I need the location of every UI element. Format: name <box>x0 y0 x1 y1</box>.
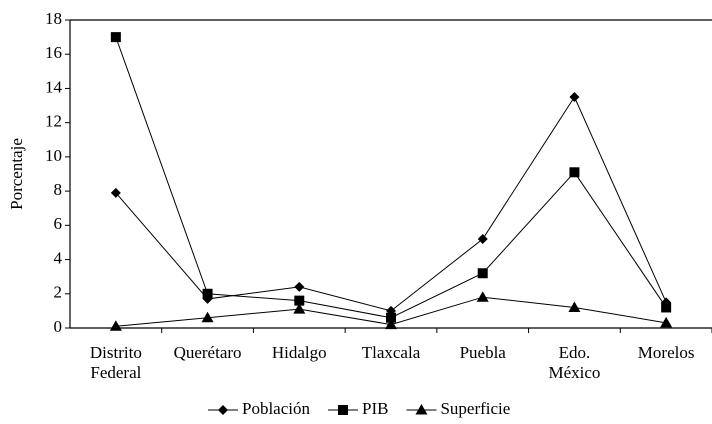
marker <box>294 295 305 306</box>
marker <box>477 268 488 279</box>
x-tick-label: Tlaxcala <box>362 343 421 362</box>
legend-label: PIB <box>362 399 388 418</box>
marker <box>109 320 122 331</box>
y-tick-label: 4 <box>54 248 63 267</box>
marker <box>294 281 305 292</box>
marker <box>201 311 214 323</box>
marker <box>477 234 488 245</box>
marker <box>293 303 306 314</box>
y-tick-label: 10 <box>45 146 62 165</box>
y-axis-label: Porcentaje <box>7 138 26 210</box>
y-tick-label: 18 <box>45 9 62 28</box>
legend-marker <box>218 405 228 415</box>
x-tick-label: Querétaro <box>174 343 242 362</box>
x-tick-label: Hidalgo <box>272 343 327 362</box>
marker <box>110 187 121 198</box>
marker <box>660 316 673 328</box>
y-tick-label: 16 <box>45 43 62 62</box>
series-line <box>115 95 667 312</box>
marker <box>110 32 121 43</box>
y-tick-label: 6 <box>54 214 63 233</box>
series-line <box>115 36 667 319</box>
y-tick-label: 8 <box>54 180 63 199</box>
y-tick-label: 2 <box>54 283 63 302</box>
marker <box>476 291 489 302</box>
marker <box>386 312 396 323</box>
y-tick-label: 0 <box>54 317 63 336</box>
marker <box>202 288 213 299</box>
marker <box>568 301 581 312</box>
x-tick-label: Distrito Federal <box>90 343 142 382</box>
marker <box>385 318 397 330</box>
legend-marker <box>338 405 348 415</box>
legend-marker <box>415 404 428 415</box>
x-tick-label: Morelos <box>638 343 695 362</box>
legend-label: Superficie <box>440 399 510 418</box>
marker <box>661 302 672 313</box>
marker <box>569 92 580 102</box>
marker <box>569 167 580 178</box>
y-tick-label: 12 <box>45 112 62 131</box>
y-tick-label: 14 <box>45 77 63 96</box>
legend-label: Población <box>242 399 310 418</box>
x-tick-label: Puebla <box>460 343 507 362</box>
x-tick-label: Edo. México <box>548 343 600 382</box>
